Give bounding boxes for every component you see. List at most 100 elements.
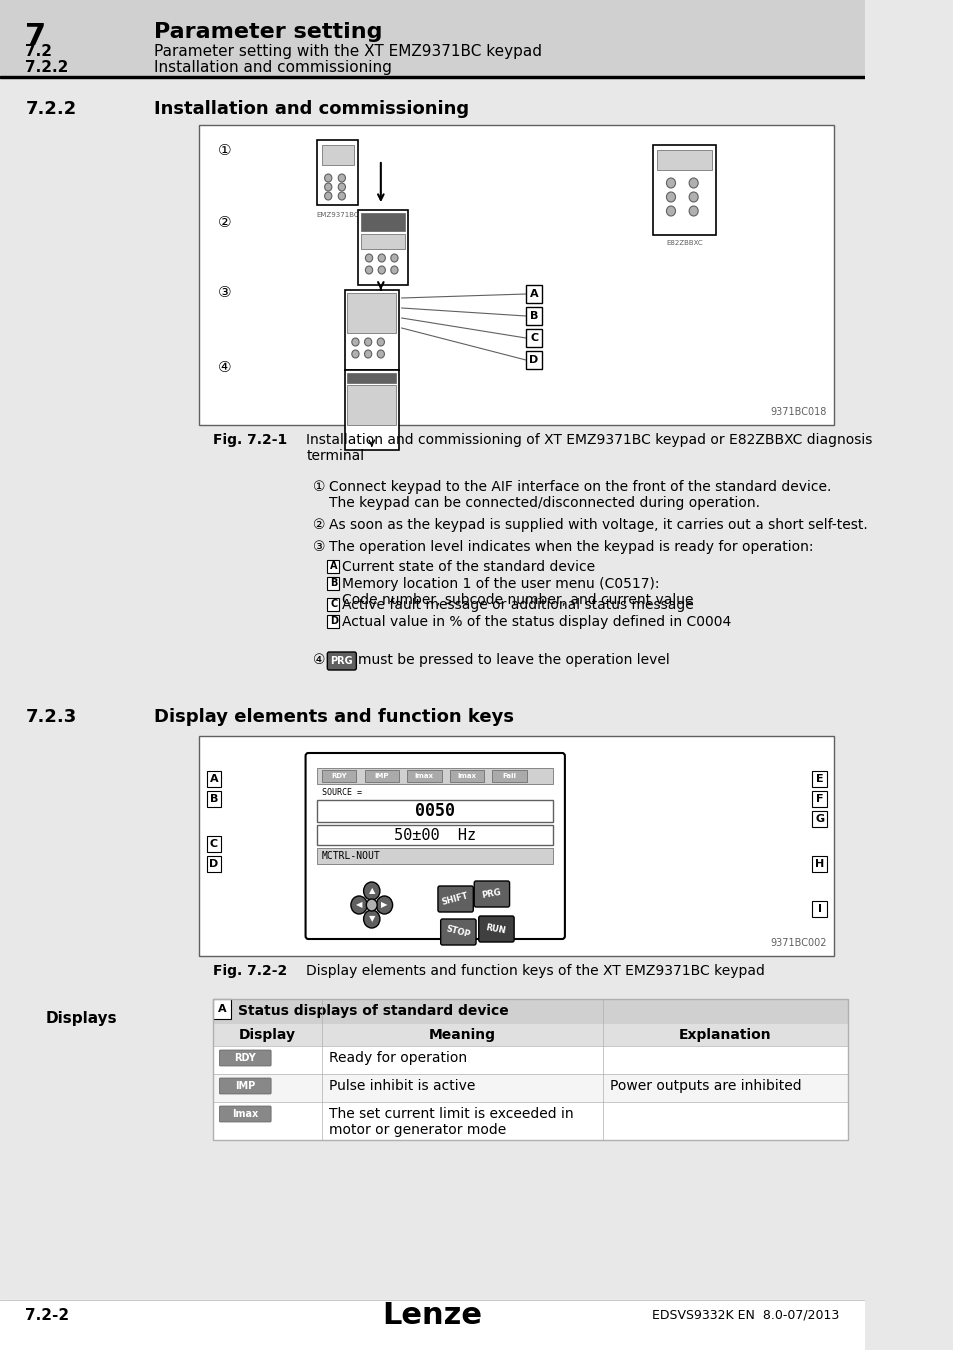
Text: 7.2.2: 7.2.2 [26,59,69,76]
Text: MCTRL-NOUT: MCTRL-NOUT [321,850,380,861]
Bar [347,385,395,425]
Bar [327,560,338,572]
Text: 16 2: 16 2 [349,410,370,416]
Bar [317,140,357,205]
Bar [344,290,398,370]
Text: Explanation: Explanation [679,1027,771,1042]
Text: 7.2.2: 7.2.2 [26,100,76,117]
Text: 0050: 0050 [415,802,455,819]
Text: A: A [210,774,218,784]
Text: Installation and commissioning of XT EMZ9371BC keypad or E82ZBBXC diagnosis
term: Installation and commissioning of XT EMZ… [306,433,872,463]
Text: 00 41: 00 41 [349,298,378,304]
Bar [812,856,826,872]
Circle shape [688,207,698,216]
Bar [525,329,541,347]
Bar [812,811,826,828]
Text: Pulse inhibit is active: Pulse inhibit is active [329,1079,475,1094]
Text: ▼: ▼ [368,914,375,923]
Text: STOP: STOP [444,925,471,940]
Text: IMP: IMP [234,1081,254,1091]
FancyBboxPatch shape [440,919,476,945]
FancyBboxPatch shape [219,1050,271,1066]
Text: E82ZBBXC: E82ZBBXC [665,240,702,246]
Circle shape [363,882,379,900]
Bar [317,801,553,822]
Circle shape [338,192,345,200]
Circle shape [688,178,698,188]
Text: RDY: RDY [233,1053,255,1062]
Bar [317,825,553,845]
Bar [360,213,405,231]
Bar [321,769,356,782]
Text: Current state of the standard device: Current state of the standard device [341,560,595,574]
Text: 00 41: 00 41 [349,390,375,396]
Bar [213,1075,847,1102]
Text: Display: Display [239,1027,295,1042]
Circle shape [365,254,373,262]
Text: ②: ② [217,215,231,230]
Text: D: D [529,355,538,364]
Text: Parameter setting with the XT EMZ9371BC keypad: Parameter setting with the XT EMZ9371BC … [154,45,541,59]
Text: SHIFT: SHIFT [440,891,469,907]
Text: Power outputs are inhibited: Power outputs are inhibited [610,1079,801,1094]
Bar [360,234,405,248]
Text: PRG: PRG [480,888,501,900]
Text: F: F [815,794,822,805]
Bar [812,771,826,787]
Circle shape [391,254,397,262]
Bar [321,144,354,165]
Circle shape [365,266,373,274]
Bar [652,144,716,235]
FancyBboxPatch shape [478,917,514,942]
FancyBboxPatch shape [219,1079,271,1094]
Text: Connect keypad to the AIF interface on the front of the standard device.
The key: Connect keypad to the AIF interface on t… [329,481,831,510]
Text: Fail: Fail [502,774,516,779]
Circle shape [324,184,332,190]
Text: C: C [210,838,218,849]
Text: ▶: ▶ [381,900,387,910]
Bar [449,769,484,782]
Text: Memory location 1 of the user menu (C0517):
Code number, subcode number, and cur: Memory location 1 of the user menu (C051… [341,576,693,608]
Bar [213,1102,847,1139]
Bar [207,836,221,852]
FancyBboxPatch shape [305,753,564,940]
Text: G: G [814,814,823,824]
Text: 7.2-2: 7.2-2 [26,1308,70,1323]
Text: D: D [209,859,218,869]
Text: ▲: ▲ [368,887,375,895]
Text: Status displays of standard device: Status displays of standard device [238,1004,509,1018]
Circle shape [376,350,384,358]
FancyBboxPatch shape [437,886,473,913]
Bar [327,616,338,628]
Text: Lenze: Lenze [382,1300,482,1330]
Circle shape [377,254,385,262]
Text: Fig. 7.2-2: Fig. 7.2-2 [213,964,287,977]
Bar [213,999,847,1025]
Circle shape [324,174,332,182]
Text: 10.00 Hz: 10.00 Hz [349,400,387,406]
Text: C: C [530,333,537,343]
Text: B: B [330,578,337,589]
Text: C: C [330,599,337,609]
Circle shape [338,174,345,182]
Text: 7.2.3: 7.2.3 [26,707,76,726]
Bar [0,0,864,78]
Text: EMZ9371BC: EMZ9371BC [315,212,358,217]
Text: ④: ④ [313,653,325,667]
Text: B: B [529,310,537,321]
Text: must be pressed to leave the operation level: must be pressed to leave the operation l… [357,653,669,667]
Bar [199,736,833,956]
Text: ③: ③ [217,285,231,300]
Bar [657,150,711,170]
FancyBboxPatch shape [219,1106,271,1122]
Text: H: H [814,859,823,869]
Text: A: A [330,562,337,571]
Text: Displays: Displays [46,1011,117,1026]
Bar [812,791,826,807]
Text: ④: ④ [217,360,231,375]
Text: As soon as the keypad is supplied with voltage, it carries out a short self-test: As soon as the keypad is supplied with v… [329,518,867,532]
Circle shape [363,910,379,927]
Bar [213,1046,847,1075]
Bar [525,306,541,325]
Circle shape [375,896,393,914]
